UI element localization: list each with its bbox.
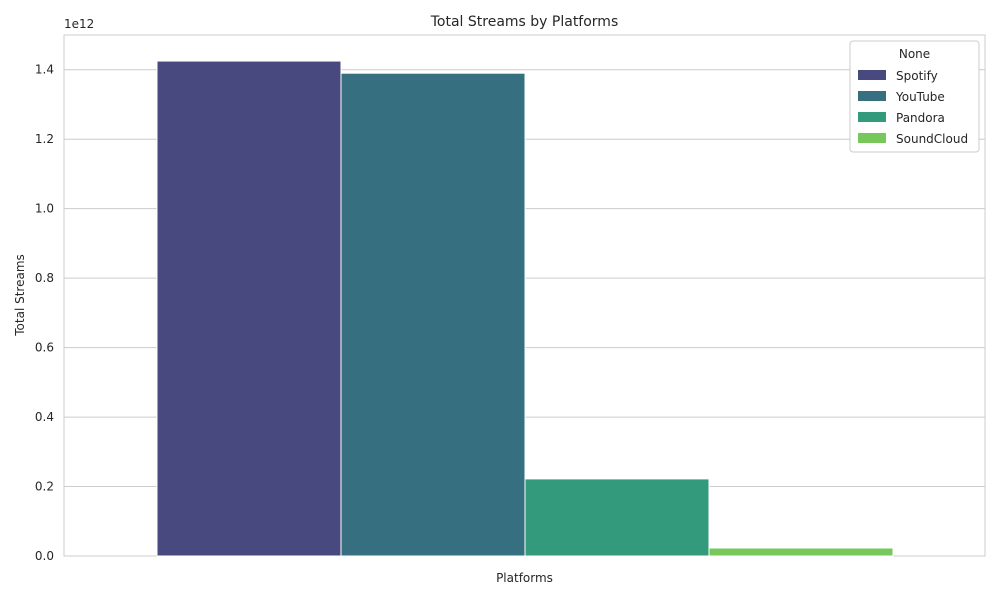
legend-label: SoundCloud [896, 132, 968, 146]
legend-title: None [899, 47, 930, 61]
y-tick-label: 0.0 [35, 549, 54, 563]
axis-offset-label: 1e12 [64, 17, 94, 31]
legend-swatch [858, 133, 886, 143]
bar-soundcloud [708, 547, 894, 557]
y-tick-label: 1.0 [35, 202, 54, 216]
bar-youtube [340, 72, 526, 557]
bar-pandora [524, 478, 710, 557]
y-tick-label: 0.2 [35, 480, 54, 494]
legend: None Spotify YouTube Pandora SoundCloud [849, 40, 980, 153]
legend-swatch [858, 91, 886, 101]
bars [156, 60, 894, 557]
legend-label: Spotify [896, 69, 938, 83]
y-tick-label: 0.6 [35, 341, 54, 355]
y-tick-label: 0.8 [35, 271, 54, 285]
chart-title: Total Streams by Platforms [430, 14, 619, 30]
legend-swatch [858, 70, 886, 80]
y-tick-label: 1.4 [35, 63, 54, 77]
y-axis-label: Total Streams [13, 254, 27, 337]
y-axis-ticks: 0.0 0.2 0.4 0.6 0.8 1.0 1.2 1.4 [35, 63, 54, 563]
bar-spotify [156, 60, 342, 557]
legend-box [849, 40, 980, 153]
y-tick-label: 1.2 [35, 132, 54, 146]
x-axis-label: Platforms [496, 571, 553, 585]
legend-label: Pandora [896, 111, 945, 125]
y-tick-label: 0.4 [35, 410, 54, 424]
legend-label: YouTube [895, 90, 945, 104]
legend-swatch [858, 112, 886, 122]
